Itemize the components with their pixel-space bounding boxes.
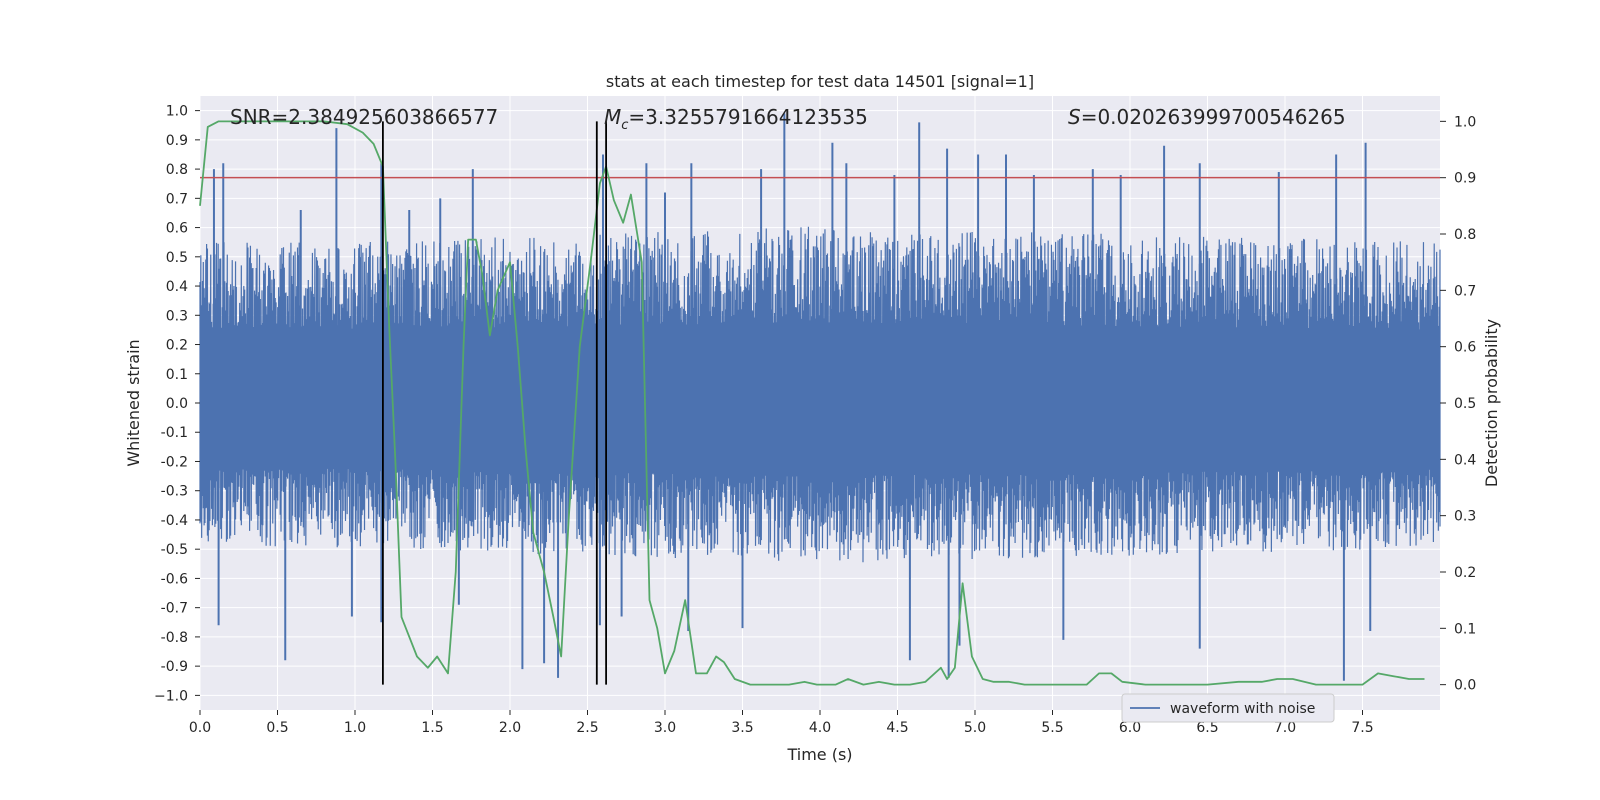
y2-tick-label: 0.8 (1454, 227, 1476, 243)
x-tick-label: 3.0 (654, 720, 676, 736)
waveform-line (199, 226, 1441, 563)
x-tick-label: 1.0 (344, 720, 366, 736)
s-symbol: S (1068, 105, 1081, 129)
y2-tick-label: 0.3 (1454, 509, 1476, 525)
x-tick-label: 4.0 (809, 720, 831, 736)
x-tick-label: 4.5 (886, 720, 908, 736)
y2-axis-ticks: 1.0 0.9 0.8 0.7 0.6 0.5 0.4 0.3 0.2 0.1 0.0 (1440, 114, 1476, 694)
y-tick-label: 0.6 (166, 221, 188, 237)
x-tick-label: 6.5 (1196, 720, 1218, 736)
y-tick-label: -0.6 (161, 571, 188, 587)
x-tick-label: 6.0 (1119, 720, 1141, 736)
y-tick-label: -0.1 (161, 425, 188, 441)
y2-tick-label: 0.0 (1454, 678, 1476, 694)
y-tick-label: -0.9 (161, 659, 188, 675)
y-tick-label: 0.8 (166, 162, 188, 178)
y2-tick-label: 0.4 (1454, 452, 1476, 468)
y-tick-label: -0.3 (161, 484, 188, 500)
y2-tick-label: 0.7 (1454, 283, 1476, 299)
y-axis-label: Whitened strain (124, 339, 143, 466)
y2-tick-label: 0.5 (1454, 396, 1476, 412)
y-tick-label: -0.4 (161, 513, 188, 529)
y-axis-ticks: 1.0 0.9 0.8 0.7 0.6 0.5 0.4 0.3 0.2 0.1 0.0 -0.1 -0.… (154, 104, 200, 704)
waveform-with-noise-series (199, 113, 1441, 681)
x-axis-ticks: 0.0 0.5 1.0 1.5 2.0 2.5 3.0 3.5 4.0 4.5 5.0 5.5 6.0 6… (189, 710, 1374, 736)
x-tick-label: 1.5 (421, 720, 443, 736)
chart-title: stats at each timestep for test data 145… (606, 72, 1034, 91)
x-tick-label: 3.5 (731, 720, 753, 736)
x-tick-label: 2.5 (576, 720, 598, 736)
x-tick-label: 0.0 (189, 720, 211, 736)
x-axis-label: Time (s) (786, 745, 852, 764)
chirp-mass-subscript: c (621, 118, 628, 133)
y-tick-label: 0.5 (166, 250, 188, 266)
y2-axis-label: Detection probability (1482, 319, 1501, 487)
y-tick-label: -0.5 (161, 542, 188, 558)
y2-tick-label: 0.6 (1454, 340, 1476, 356)
x-tick-label: 0.5 (266, 720, 288, 736)
y-tick-label: -0.8 (161, 630, 188, 646)
x-tick-label: 7.5 (1351, 720, 1373, 736)
s-value: =0.020263999700546265 (1081, 105, 1346, 129)
y2-tick-label: 0.1 (1454, 621, 1476, 637)
legend: waveform with noise (1121, 693, 1335, 723)
vertical-markers (381, 121, 607, 685)
y-tick-label: 0.2 (166, 338, 188, 354)
snr-annotation: SNR=2.384925603866577 (230, 105, 498, 129)
y2-tick-label: 1.0 (1454, 114, 1476, 130)
y2-tick-label: 0.2 (1454, 565, 1476, 581)
y-tick-label: -0.2 (161, 454, 188, 470)
x-tick-label: 5.5 (1041, 720, 1063, 736)
detection-probability-series (199, 120, 1425, 686)
y-tick-label: -0.7 (161, 601, 188, 617)
chirp-mass-value: =3.3255791664123535 (628, 105, 867, 129)
y-tick-label: 0.0 (166, 396, 188, 412)
y-tick-label: 1.0 (166, 104, 188, 120)
y-tick-label: 0.1 (166, 367, 188, 383)
s-annotation: S=0.020263999700546265 (1068, 105, 1346, 129)
y2-tick-label: 0.9 (1454, 171, 1476, 187)
y-tick-label: −1.0 (154, 688, 188, 704)
legend-label: waveform with noise (1170, 701, 1315, 717)
y-tick-label: 0.9 (166, 133, 188, 149)
probability-line (199, 120, 1425, 686)
x-tick-label: 5.0 (964, 720, 986, 736)
chirp-mass-symbol: M (604, 105, 621, 129)
y-tick-label: 0.7 (166, 191, 188, 207)
x-tick-label: 7.0 (1274, 720, 1296, 736)
y-tick-label: 0.3 (166, 308, 188, 324)
y-tick-label: 0.4 (166, 279, 188, 295)
legend-box (1121, 693, 1335, 723)
chirp-mass-annotation: Mc=3.3255791664123535 (604, 105, 868, 133)
x-tick-label: 2.0 (499, 720, 521, 736)
